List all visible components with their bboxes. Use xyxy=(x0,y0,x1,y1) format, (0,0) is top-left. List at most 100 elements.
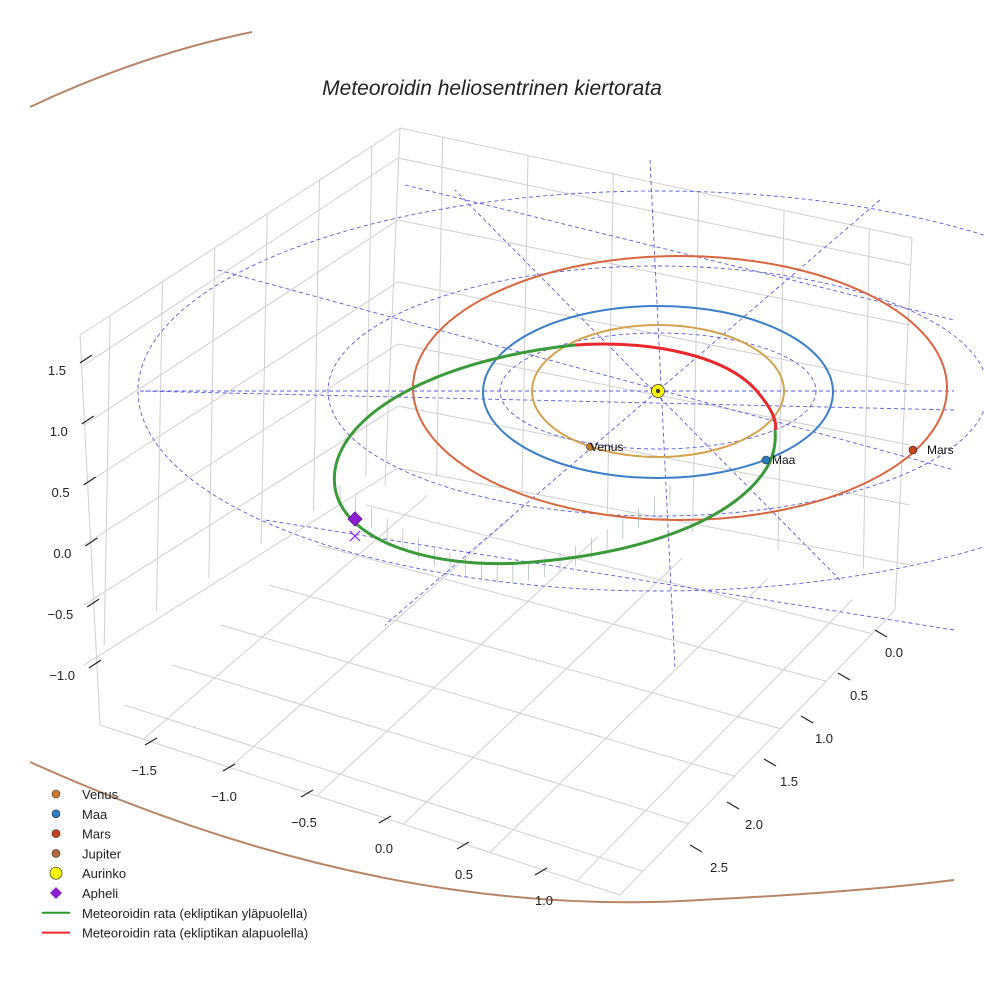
ref-spoke xyxy=(454,189,841,581)
z-tick-label: −1.0 xyxy=(49,668,75,683)
pane-edge xyxy=(894,237,913,611)
x-wall-vertical xyxy=(208,247,216,578)
legend-label: Aurinko xyxy=(82,866,126,881)
venus-orbit xyxy=(531,324,785,458)
z-tick-mark xyxy=(79,354,93,364)
z-tick-label: 1.5 xyxy=(48,363,66,378)
pane-edge xyxy=(99,724,621,896)
earth-orbit xyxy=(482,305,834,479)
aphelion-projection-x xyxy=(349,530,361,542)
legend-marker-venus xyxy=(51,789,61,799)
y-axis-ticks: 0.0 0.5 1.0 1.5 2.0 2.5 xyxy=(689,629,903,875)
jupiter-orbit-arc-top xyxy=(29,31,253,108)
y-wall-vertical xyxy=(862,228,870,569)
x-tick-label: 0.0 xyxy=(375,841,393,856)
ref-spoke xyxy=(384,199,881,626)
z-tick-mark xyxy=(83,476,96,486)
pane-edge xyxy=(79,127,401,336)
floor-gridline xyxy=(365,504,873,635)
mars-label: Mars xyxy=(927,443,954,457)
legend-marker-sun xyxy=(49,866,63,880)
x-tick-label: −0.5 xyxy=(291,815,317,830)
y-tick-mark xyxy=(800,715,814,724)
venus-marker xyxy=(586,443,594,451)
z-tick-mark xyxy=(85,537,98,547)
axis-panes xyxy=(79,127,913,896)
z-gridline-left xyxy=(83,281,399,486)
pane-edge xyxy=(79,334,101,726)
y-tick-label: 2.5 xyxy=(710,860,728,875)
floor-gridline xyxy=(576,599,853,882)
legend-marker-mars xyxy=(51,829,61,838)
ref-ring-2 xyxy=(327,265,984,517)
y-wall-vertical xyxy=(692,192,700,533)
y-tick-label: 1.0 xyxy=(815,731,833,746)
x-wall-vertical xyxy=(260,214,268,545)
z-gridline-left xyxy=(83,157,399,366)
floor-gridline xyxy=(220,624,735,777)
z-axis-ticks: 1.5 1.0 0.5 0.0 −0.5 −1.0 xyxy=(48,354,102,683)
sun-marker xyxy=(651,384,665,398)
x-axis-ticks: −1.5 −1.0 −0.5 0.0 0.5 1.0 xyxy=(131,737,553,908)
z-tick-mark xyxy=(81,415,95,425)
x-tick-mark xyxy=(300,789,314,798)
z-tick-label: 0.5 xyxy=(52,485,70,500)
ref-spoke xyxy=(264,519,955,631)
y-tick-label: 1.5 xyxy=(780,774,798,789)
y-tick-mark xyxy=(763,758,777,767)
y-tick-mark xyxy=(689,844,703,853)
meteoroid-drop-lines xyxy=(339,485,671,583)
z-gridline-left xyxy=(83,467,399,666)
y-tick-mark xyxy=(726,801,740,810)
x-tick-label: 0.5 xyxy=(455,867,473,882)
z-tick-mark xyxy=(88,659,102,669)
legend-label: Maa xyxy=(82,807,108,822)
y-tick-mark xyxy=(837,672,851,681)
floor-gridline xyxy=(269,584,781,730)
x-tick-mark xyxy=(456,841,470,850)
x-wall-vertical xyxy=(156,281,163,612)
legend-label: Jupiter xyxy=(82,846,122,861)
ref-spoke xyxy=(139,390,955,411)
z-gridline-right xyxy=(397,405,911,506)
legend-label: Meteoroidin rata (ekliptikan alapuolella… xyxy=(82,926,308,941)
legend-marker-aphelion xyxy=(50,887,62,899)
y-tick-label: 0.0 xyxy=(885,645,903,660)
ref-spoke xyxy=(404,184,955,321)
z-tick-label: 0.0 xyxy=(53,546,71,561)
floor-gridline xyxy=(402,557,683,825)
floor-gridline xyxy=(489,578,768,853)
legend-label: Meteoroidin rata (ekliptikan yläpuolella… xyxy=(82,906,307,921)
ref-ring-3 xyxy=(137,190,984,592)
legend-marker-jupiter xyxy=(51,849,61,858)
mars-marker xyxy=(908,445,918,455)
x-tick-label: 1.0 xyxy=(535,893,553,908)
z-gridline-left xyxy=(83,343,399,546)
meteoroid-track-above xyxy=(332,343,777,566)
x-tick-mark xyxy=(222,763,236,772)
legend: Venus Maa Mars Jupiter Aurinko Apheli Meteoroi… xyxy=(42,787,308,941)
z-gridline-left xyxy=(83,219,399,426)
floor-gridline xyxy=(316,536,598,797)
x-tick-label: −1.0 xyxy=(211,789,237,804)
floor-gridline xyxy=(143,495,428,740)
z-tick-mark xyxy=(86,598,100,608)
x-tick-mark xyxy=(144,737,158,746)
z-gridline-left xyxy=(83,405,399,606)
legend-label: Apheli xyxy=(82,886,118,901)
legend-label: Venus xyxy=(82,787,119,802)
legend-label: Mars xyxy=(82,827,111,842)
ecliptic-reference-grid xyxy=(137,159,984,671)
venus-label: Venus xyxy=(590,440,623,454)
ref-spoke xyxy=(217,269,955,471)
aphelion-x-stroke xyxy=(349,530,361,542)
sun-core xyxy=(655,388,661,394)
y-tick-mark xyxy=(874,629,888,638)
chart-title: Meteoroidin heliosentrinen kiertorata xyxy=(322,77,662,100)
earth-label: Maa xyxy=(772,453,796,467)
x-tick-mark xyxy=(534,867,548,876)
z-gridline-right xyxy=(397,281,911,386)
y-wall-vertical xyxy=(521,155,529,496)
x-wall-vertical xyxy=(313,180,320,511)
